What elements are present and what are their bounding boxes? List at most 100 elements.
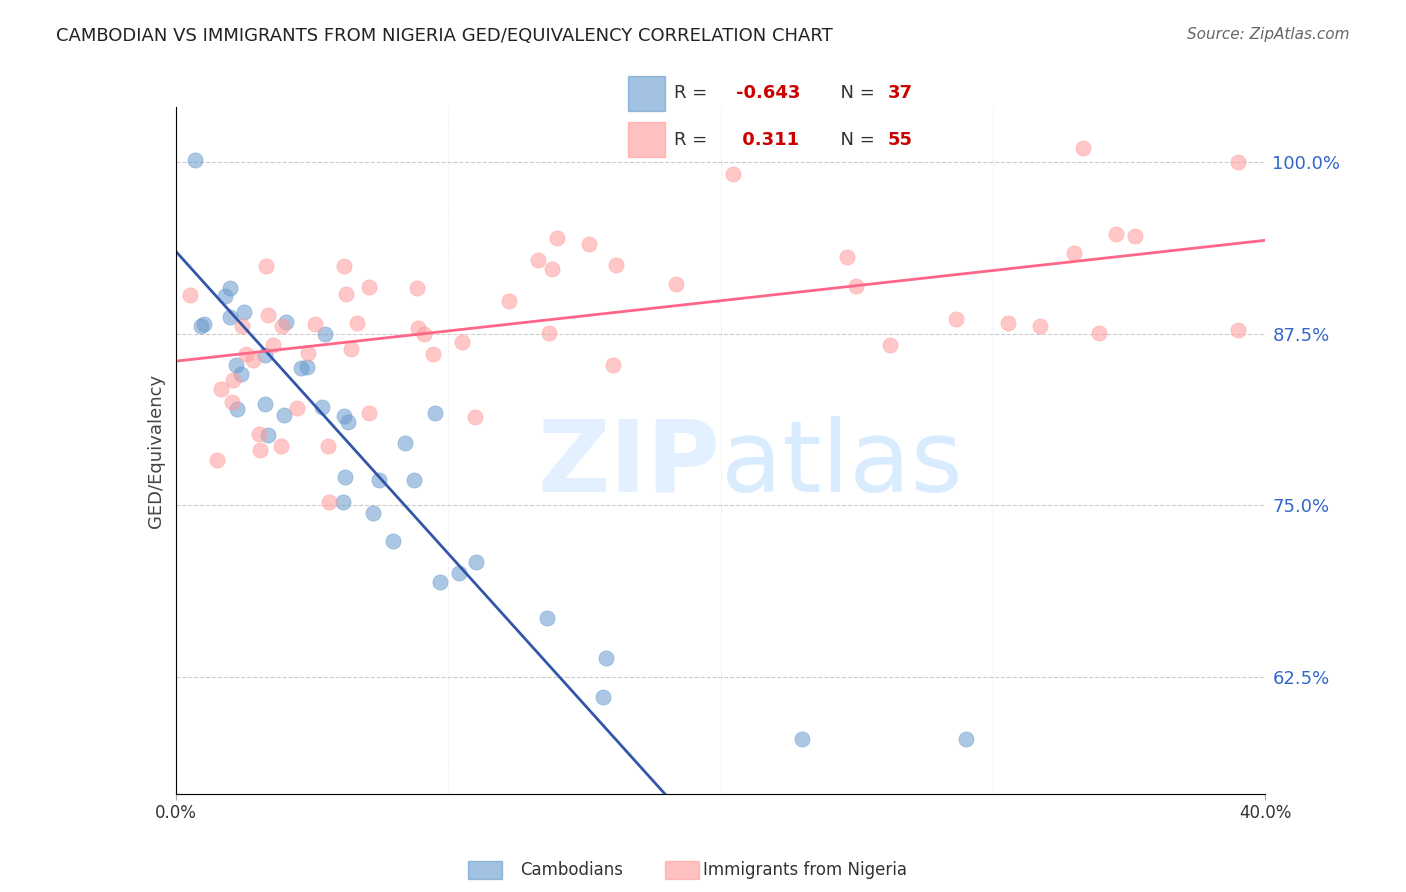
Point xyxy=(498,294,520,309)
Point xyxy=(218,281,240,295)
Text: 0.311: 0.311 xyxy=(737,130,799,148)
Point xyxy=(721,168,744,182)
Point xyxy=(406,321,429,335)
Point xyxy=(1123,229,1146,244)
Point xyxy=(285,401,308,415)
Point xyxy=(665,277,688,291)
Point xyxy=(229,367,252,381)
Point xyxy=(450,334,472,349)
Point xyxy=(845,279,868,293)
Bar xyxy=(628,77,665,111)
Point xyxy=(332,495,354,509)
Point xyxy=(225,402,247,417)
Point xyxy=(314,326,336,341)
Point xyxy=(595,651,617,665)
Point xyxy=(218,310,240,324)
Bar xyxy=(665,862,699,880)
Point xyxy=(357,280,380,294)
Point xyxy=(222,373,245,387)
Point xyxy=(465,555,488,569)
Point xyxy=(1227,155,1250,169)
Point xyxy=(273,408,295,422)
Point xyxy=(792,731,814,746)
Point xyxy=(190,318,212,333)
Point xyxy=(592,690,614,704)
Point xyxy=(406,280,429,294)
Point xyxy=(578,236,600,251)
Point xyxy=(270,319,292,334)
Point xyxy=(335,287,357,301)
Point xyxy=(231,318,253,333)
Point xyxy=(945,311,967,326)
Point xyxy=(546,230,568,244)
Point xyxy=(346,316,368,330)
Point xyxy=(340,343,363,357)
Text: CAMBODIAN VS IMMIGRANTS FROM NIGERIA GED/EQUIVALENCY CORRELATION CHART: CAMBODIAN VS IMMIGRANTS FROM NIGERIA GED… xyxy=(56,27,832,45)
Point xyxy=(413,327,436,342)
Point xyxy=(249,442,271,457)
Point xyxy=(297,359,319,374)
Point xyxy=(193,317,215,331)
Point xyxy=(955,731,977,746)
Point xyxy=(257,308,280,322)
Text: -0.643: -0.643 xyxy=(737,85,800,103)
Text: Immigrants from Nigeria: Immigrants from Nigeria xyxy=(703,861,907,879)
Text: 37: 37 xyxy=(887,85,912,103)
Text: ZIP: ZIP xyxy=(537,416,721,513)
Point xyxy=(233,304,256,318)
Point xyxy=(997,316,1019,330)
Point xyxy=(209,382,232,396)
Point xyxy=(316,439,339,453)
Point xyxy=(254,259,277,273)
Point xyxy=(183,153,205,167)
Point xyxy=(214,289,236,303)
Point xyxy=(253,397,276,411)
Point xyxy=(605,258,627,272)
Point xyxy=(394,435,416,450)
Point xyxy=(837,250,859,264)
Point xyxy=(1071,141,1094,155)
Text: N =: N = xyxy=(830,85,880,103)
Point xyxy=(333,469,356,483)
Point xyxy=(526,253,548,268)
Point xyxy=(381,534,404,549)
Point xyxy=(402,473,425,487)
Point xyxy=(262,337,284,351)
Text: N =: N = xyxy=(830,130,880,148)
Point xyxy=(1029,319,1052,334)
Point xyxy=(257,427,280,442)
Point xyxy=(464,410,486,425)
Point xyxy=(304,317,326,331)
Text: atlas: atlas xyxy=(721,416,962,513)
Text: R =: R = xyxy=(675,130,718,148)
Text: Cambodians: Cambodians xyxy=(520,861,623,879)
Y-axis label: GED/Equivalency: GED/Equivalency xyxy=(146,374,165,527)
Point xyxy=(336,415,359,429)
Point xyxy=(179,288,201,302)
Point xyxy=(290,360,312,375)
Point xyxy=(276,315,298,329)
Text: R =: R = xyxy=(675,85,713,103)
Point xyxy=(270,439,292,453)
Point xyxy=(361,506,384,520)
Bar xyxy=(468,862,502,880)
Text: Source: ZipAtlas.com: Source: ZipAtlas.com xyxy=(1187,27,1350,42)
Point xyxy=(225,358,247,372)
Point xyxy=(297,345,319,359)
Point xyxy=(247,427,270,442)
Point xyxy=(1063,246,1085,260)
Bar xyxy=(628,122,665,157)
Point xyxy=(541,261,564,276)
Point xyxy=(429,575,451,590)
Point xyxy=(311,400,333,414)
Point xyxy=(1088,326,1111,340)
Point xyxy=(318,495,340,509)
Point xyxy=(242,352,264,367)
Point xyxy=(422,346,444,360)
Point xyxy=(221,395,243,409)
Point xyxy=(879,338,901,352)
Point xyxy=(359,406,381,420)
Text: 55: 55 xyxy=(887,130,912,148)
Point xyxy=(1105,227,1128,241)
Point xyxy=(205,453,228,467)
